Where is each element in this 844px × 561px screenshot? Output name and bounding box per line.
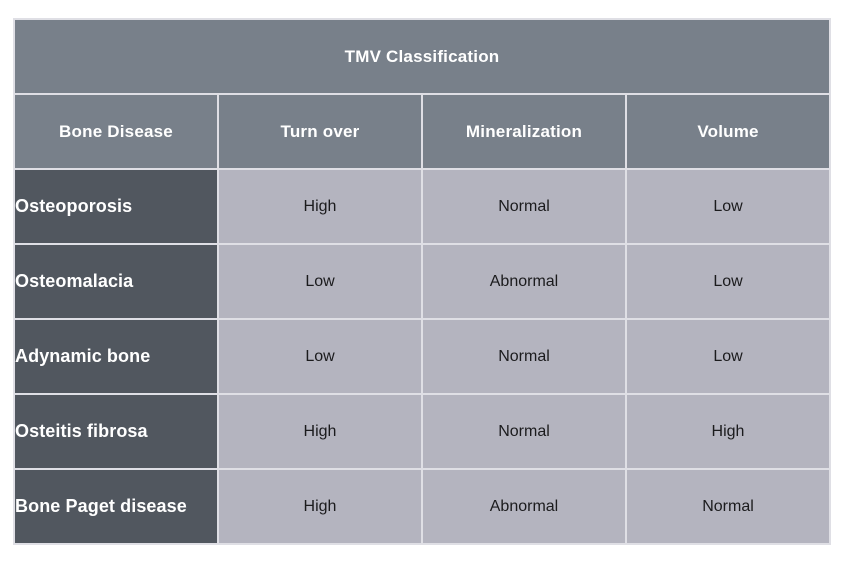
cell-osteitis-fibrosa-volume: High: [625, 393, 831, 470]
column-header-mineralization: Mineralization: [421, 93, 627, 170]
column-header-bone-disease: Bone Disease: [13, 93, 219, 170]
cell-osteitis-fibrosa-turnover: High: [217, 393, 423, 470]
cell-osteoporosis-turnover: High: [217, 168, 423, 245]
table-row: Osteitis fibrosa High Normal High: [13, 393, 831, 470]
cell-osteoporosis-mineralization: Normal: [421, 168, 627, 245]
cell-osteomalacia-volume: Low: [625, 243, 831, 320]
cell-bone-paget-turnover: High: [217, 468, 423, 545]
cell-bone-paget-mineralization: Abnormal: [421, 468, 627, 545]
row-label-bone-paget-disease: Bone Paget disease: [13, 468, 219, 545]
cell-osteomalacia-mineralization: Abnormal: [421, 243, 627, 320]
tmv-classification-table: TMV Classification Bone Disease Turn ove…: [13, 18, 831, 545]
cell-osteitis-fibrosa-mineralization: Normal: [421, 393, 627, 470]
table-row: Osteoporosis High Normal Low: [13, 168, 831, 245]
row-label-osteitis-fibrosa: Osteitis fibrosa: [13, 393, 219, 470]
cell-osteomalacia-turnover: Low: [217, 243, 423, 320]
table-header-row: Bone Disease Turn over Mineralization Vo…: [13, 93, 831, 170]
table-title: TMV Classification: [13, 18, 831, 95]
row-label-osteomalacia: Osteomalacia: [13, 243, 219, 320]
table-title-row: TMV Classification: [13, 18, 831, 95]
cell-osteoporosis-volume: Low: [625, 168, 831, 245]
table-row: Adynamic bone Low Normal Low: [13, 318, 831, 395]
column-header-volume: Volume: [625, 93, 831, 170]
table-row: Osteomalacia Low Abnormal Low: [13, 243, 831, 320]
row-label-adynamic-bone: Adynamic bone: [13, 318, 219, 395]
column-header-turn-over: Turn over: [217, 93, 423, 170]
cell-adynamic-bone-turnover: Low: [217, 318, 423, 395]
cell-adynamic-bone-volume: Low: [625, 318, 831, 395]
cell-adynamic-bone-mineralization: Normal: [421, 318, 627, 395]
cell-bone-paget-volume: Normal: [625, 468, 831, 545]
table-row: Bone Paget disease High Abnormal Normal: [13, 468, 831, 545]
row-label-osteoporosis: Osteoporosis: [13, 168, 219, 245]
